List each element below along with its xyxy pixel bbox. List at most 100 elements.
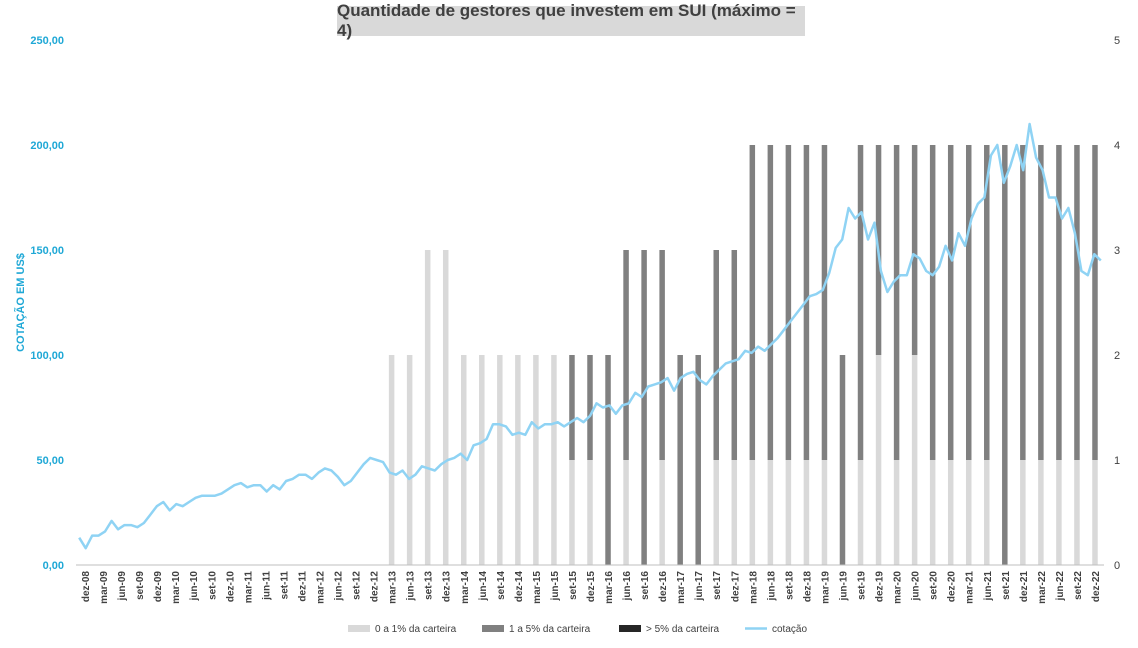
y2-tick-label: 1 [1114, 455, 1120, 467]
bar [731, 460, 738, 565]
x-tick-label: set-13 [424, 571, 435, 600]
bar [569, 460, 575, 565]
y2-tick-label: 0 [1114, 560, 1120, 572]
bar [569, 355, 575, 460]
x-tick-label: set-21 [1001, 571, 1012, 600]
bar [479, 355, 485, 565]
bar [947, 460, 954, 565]
bar [1092, 460, 1098, 565]
x-tick-label: dez-21 [1019, 571, 1030, 603]
series-line-cotacao [78, 122, 1102, 550]
y2-tick-label: 3 [1114, 245, 1120, 257]
bar [1038, 145, 1044, 460]
bar [803, 460, 810, 565]
x-tick-label: mar-22 [1037, 571, 1048, 604]
bar [677, 355, 683, 565]
legend-label: > 5% da carteira [646, 624, 720, 635]
y2-tick-label: 5 [1114, 35, 1120, 47]
y-tick-label: 150,00 [30, 245, 64, 257]
bar [461, 355, 467, 565]
bar [659, 460, 665, 565]
bar [821, 460, 828, 565]
x-tick-label: jun-20 [911, 571, 922, 602]
bar [1092, 145, 1098, 460]
x-tick-label: jun-09 [117, 571, 128, 602]
x-tick-label: mar-12 [315, 571, 326, 604]
bar [911, 145, 918, 355]
bar [442, 250, 449, 565]
bar [587, 460, 593, 565]
x-tick-label: set-20 [929, 571, 940, 600]
x-tick-label: set-09 [135, 571, 146, 600]
x-tick-label: mar-13 [388, 571, 399, 604]
bar [605, 355, 611, 565]
bar [984, 460, 990, 565]
bar [875, 355, 882, 565]
bar [767, 460, 774, 565]
bar [1020, 145, 1026, 460]
x-tick-label: set-19 [857, 571, 868, 600]
bar [1020, 460, 1026, 565]
chart-title: Quantidade de gestores que investem em S… [337, 1, 805, 40]
y-tick-label: 200,00 [30, 140, 64, 152]
bar [713, 250, 719, 460]
bar [767, 145, 774, 460]
bar [839, 355, 846, 565]
x-tick-label: dez-14 [514, 571, 525, 603]
x-tick-label: dez-22 [1091, 571, 1102, 603]
y-tick-label: 0,00 [43, 560, 64, 572]
bar [1074, 460, 1080, 565]
x-tick-label: mar-20 [893, 571, 904, 604]
x-tick-label: set-15 [568, 571, 579, 600]
bar [1038, 460, 1044, 565]
x-tick-label: jun-13 [406, 571, 417, 602]
bar [713, 460, 719, 565]
x-tick-label: mar-15 [532, 571, 543, 604]
x-tick-label: mar-18 [748, 571, 759, 604]
x-tick-label: mar-14 [460, 571, 471, 604]
x-tick-label: jun-16 [622, 571, 633, 602]
x-tick-label: set-10 [207, 571, 218, 600]
y-tick-label: 250,00 [30, 35, 64, 47]
bar [1056, 145, 1062, 460]
bar [947, 145, 954, 460]
y2-tick-label: 2 [1114, 350, 1120, 362]
x-tick-label: jun-15 [550, 571, 561, 602]
x-tick-label: set-17 [712, 571, 723, 600]
x-tick-label: set-14 [496, 571, 507, 600]
bar [785, 460, 792, 565]
bar [388, 355, 395, 565]
bar [1074, 145, 1080, 460]
x-tick-label: dez-09 [153, 571, 164, 603]
legend-label: cotação [772, 624, 807, 635]
x-tick-label: dez-08 [81, 571, 92, 603]
y-tick-label: 100,00 [30, 350, 64, 362]
bar [984, 145, 990, 460]
x-tick-label: dez-13 [442, 571, 453, 603]
bar [911, 355, 918, 565]
legend-label: 0 a 1% da carteira [375, 624, 457, 635]
x-tick-label: mar-11 [243, 571, 254, 604]
bar [695, 355, 701, 565]
x-tick-label: dez-15 [586, 571, 597, 603]
x-tick-label: mar-17 [676, 571, 687, 604]
x-tick-label: dez-12 [370, 571, 381, 603]
legend-swatch [482, 625, 504, 632]
x-tick-label: jun-21 [983, 571, 994, 602]
x-tick-label: set-22 [1073, 571, 1084, 600]
bar [785, 145, 792, 460]
bar [587, 355, 593, 460]
bar [623, 250, 629, 460]
x-tick-label: jun-14 [478, 571, 489, 602]
y-tick-label: 50,00 [36, 455, 64, 467]
x-tick-label: set-16 [640, 571, 651, 600]
legend-swatch [619, 625, 641, 632]
bar [641, 250, 647, 565]
x-tick-label: dez-17 [730, 571, 741, 603]
x-tick-label: mar-16 [604, 571, 615, 604]
bar [929, 460, 936, 565]
x-tick-label: jun-18 [766, 571, 777, 602]
bar [623, 460, 629, 565]
x-tick-label: jun-19 [838, 571, 849, 602]
bar [929, 145, 936, 460]
